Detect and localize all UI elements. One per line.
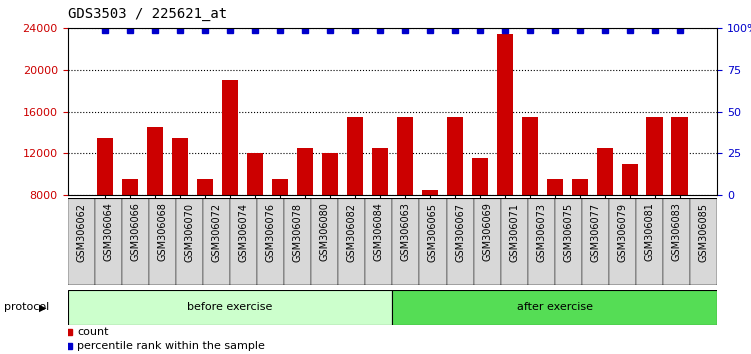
Text: GSM306080: GSM306080 [320, 202, 330, 262]
Text: GSM306084: GSM306084 [374, 202, 384, 262]
Text: percentile rank within the sample: percentile rank within the sample [77, 341, 265, 350]
Bar [555, 198, 582, 285]
Bar [474, 198, 501, 285]
Text: GSM306078: GSM306078 [293, 202, 303, 262]
Bar [547, 179, 562, 278]
Text: protocol: protocol [4, 302, 49, 312]
Bar [176, 198, 203, 285]
Bar [230, 198, 257, 285]
Bar [596, 148, 613, 278]
Bar [197, 179, 213, 278]
Bar [172, 137, 189, 278]
Text: count: count [77, 327, 108, 337]
Text: GSM306068: GSM306068 [157, 202, 167, 262]
Bar [365, 198, 392, 285]
Text: GSM306062: GSM306062 [76, 202, 86, 262]
Bar [397, 117, 413, 278]
Bar [690, 198, 717, 285]
Text: GSM306072: GSM306072 [212, 202, 222, 262]
Bar [647, 117, 662, 278]
Bar [622, 164, 638, 278]
Text: GSM306077: GSM306077 [590, 202, 600, 262]
Bar [147, 127, 163, 278]
Bar [392, 290, 717, 325]
Bar [609, 198, 636, 285]
Text: GSM306071: GSM306071 [509, 202, 519, 262]
Bar [447, 198, 474, 285]
Text: GSM306082: GSM306082 [347, 202, 357, 262]
Bar [496, 34, 513, 278]
Bar [311, 198, 338, 285]
Bar [247, 153, 263, 278]
Text: GSM306073: GSM306073 [536, 202, 546, 262]
Bar [97, 137, 113, 278]
Bar [95, 198, 122, 285]
Bar [420, 198, 447, 285]
Bar [572, 179, 588, 278]
Bar [347, 117, 363, 278]
Bar [149, 198, 176, 285]
Bar [392, 198, 420, 285]
Text: GSM306081: GSM306081 [644, 202, 655, 262]
Bar [68, 198, 95, 285]
Text: GSM306083: GSM306083 [671, 202, 682, 262]
Text: GSM306070: GSM306070 [185, 202, 195, 262]
Text: GSM306074: GSM306074 [239, 202, 249, 262]
Bar [582, 198, 609, 285]
Text: GSM306075: GSM306075 [563, 202, 573, 262]
Bar [522, 117, 538, 278]
Bar [322, 153, 338, 278]
Text: after exercise: after exercise [517, 302, 593, 312]
Bar [338, 198, 365, 285]
Text: ▶: ▶ [39, 302, 47, 312]
Bar [636, 198, 663, 285]
Text: GSM306079: GSM306079 [617, 202, 628, 262]
Text: GSM306065: GSM306065 [428, 202, 438, 262]
Bar [663, 198, 690, 285]
Bar [447, 117, 463, 278]
Text: GSM306064: GSM306064 [103, 202, 113, 262]
Bar [422, 189, 438, 278]
Bar [203, 198, 230, 285]
Bar [528, 198, 555, 285]
Bar [272, 179, 288, 278]
Bar [122, 179, 138, 278]
Bar [372, 148, 388, 278]
Bar [122, 198, 149, 285]
Text: GSM306085: GSM306085 [698, 202, 709, 262]
Text: GSM306069: GSM306069 [482, 202, 492, 262]
Text: GDS3503 / 225621_at: GDS3503 / 225621_at [68, 7, 227, 21]
Bar [68, 290, 392, 325]
Bar [671, 117, 688, 278]
Text: GSM306066: GSM306066 [130, 202, 140, 262]
Text: GSM306063: GSM306063 [401, 202, 411, 262]
Text: before exercise: before exercise [187, 302, 273, 312]
Bar [501, 198, 528, 285]
Text: GSM306067: GSM306067 [455, 202, 465, 262]
Bar [257, 198, 284, 285]
Bar [284, 198, 311, 285]
Bar [472, 158, 488, 278]
Bar [222, 80, 238, 278]
Text: GSM306076: GSM306076 [266, 202, 276, 262]
Bar [297, 148, 313, 278]
